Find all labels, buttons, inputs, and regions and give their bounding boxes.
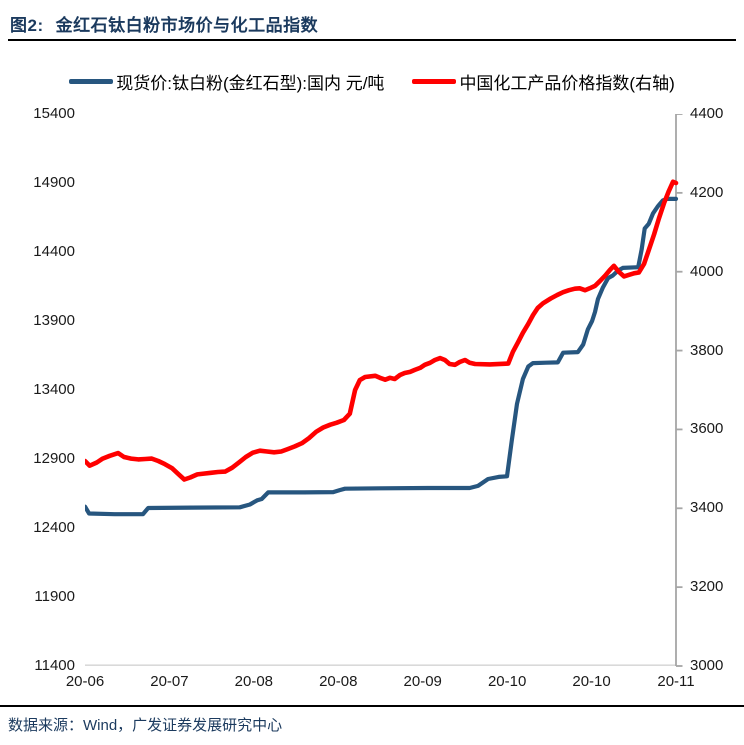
left-axis-tick-label: 13900: [33, 312, 75, 329]
figure-title-text: 金红石钛白粉市场价与化工品指数: [55, 16, 319, 35]
x-axis-tick-label: 20-10: [572, 673, 611, 690]
left-axis-tick-label: 12900: [33, 450, 75, 467]
data-source: 数据来源：Wind，广发证券发展研究中心: [8, 717, 283, 734]
right-axis-tick-label: 4200: [690, 183, 724, 201]
left-axis-tick-label: 14900: [33, 174, 75, 191]
legend-label-spot-price: 现货价:钛白粉(金红石型):国内 元/吨: [116, 74, 385, 93]
spot-price-line: [85, 196, 679, 517]
x-axis-tick-label: 20-10: [487, 673, 527, 690]
left-axis-tick-label: 11900: [34, 588, 75, 605]
right-axis-tick-label: 3400: [690, 499, 724, 517]
figure-number: 图2:: [10, 16, 44, 35]
red-line-swatch: [412, 79, 457, 84]
x-axis-tick-label: 20-07: [150, 673, 189, 690]
figure-title: 图2: 金红石钛白粉市场价与化工品指数: [10, 11, 318, 36]
plot-area: [85, 114, 683, 667]
chemical-index-line: [85, 179, 679, 482]
footer-divider: [0, 705, 744, 707]
left-axis-tick-label: 15400: [33, 105, 75, 122]
left-axis-tick-label: 13400: [33, 381, 75, 398]
right-axis-tick-label: 3800: [690, 341, 724, 359]
left-axis-tick-label: 11400: [34, 657, 75, 674]
chart-legend: 现货价:钛白粉(金红石型):国内 元/吨 中国化工产品价格指数(右轴): [0, 69, 744, 94]
legend-label-chemical-index: 中国化工产品价格指数(右轴): [459, 74, 675, 93]
right-axis-tick-label: 3600: [690, 420, 724, 438]
x-axis-tick-label: 20-09: [403, 673, 442, 690]
x-axis-tick-label: 20-06: [65, 673, 105, 690]
right-axis-tick-label: 4400: [690, 105, 724, 122]
right-axis-tick-label: 3000: [690, 657, 724, 674]
right-axis-tick-label: 4000: [690, 262, 724, 280]
right-axis-tick-label: 3200: [690, 578, 724, 596]
x-axis-tick-label: 20-08: [234, 673, 274, 690]
title-divider: [8, 39, 736, 41]
left-axis-tick-label: 14400: [33, 243, 75, 260]
legend-item-spot-price: 现货价:钛白粉(金红石型):国内 元/吨: [69, 69, 384, 94]
left-axis-tick-label: 12400: [33, 519, 75, 536]
legend-item-chemical-index: 中国化工产品价格指数(右轴): [412, 69, 675, 94]
blue-line-swatch: [69, 79, 114, 84]
x-axis-tick-label: 20-08: [319, 673, 358, 690]
x-axis-tick-label: 20-11: [657, 673, 695, 690]
